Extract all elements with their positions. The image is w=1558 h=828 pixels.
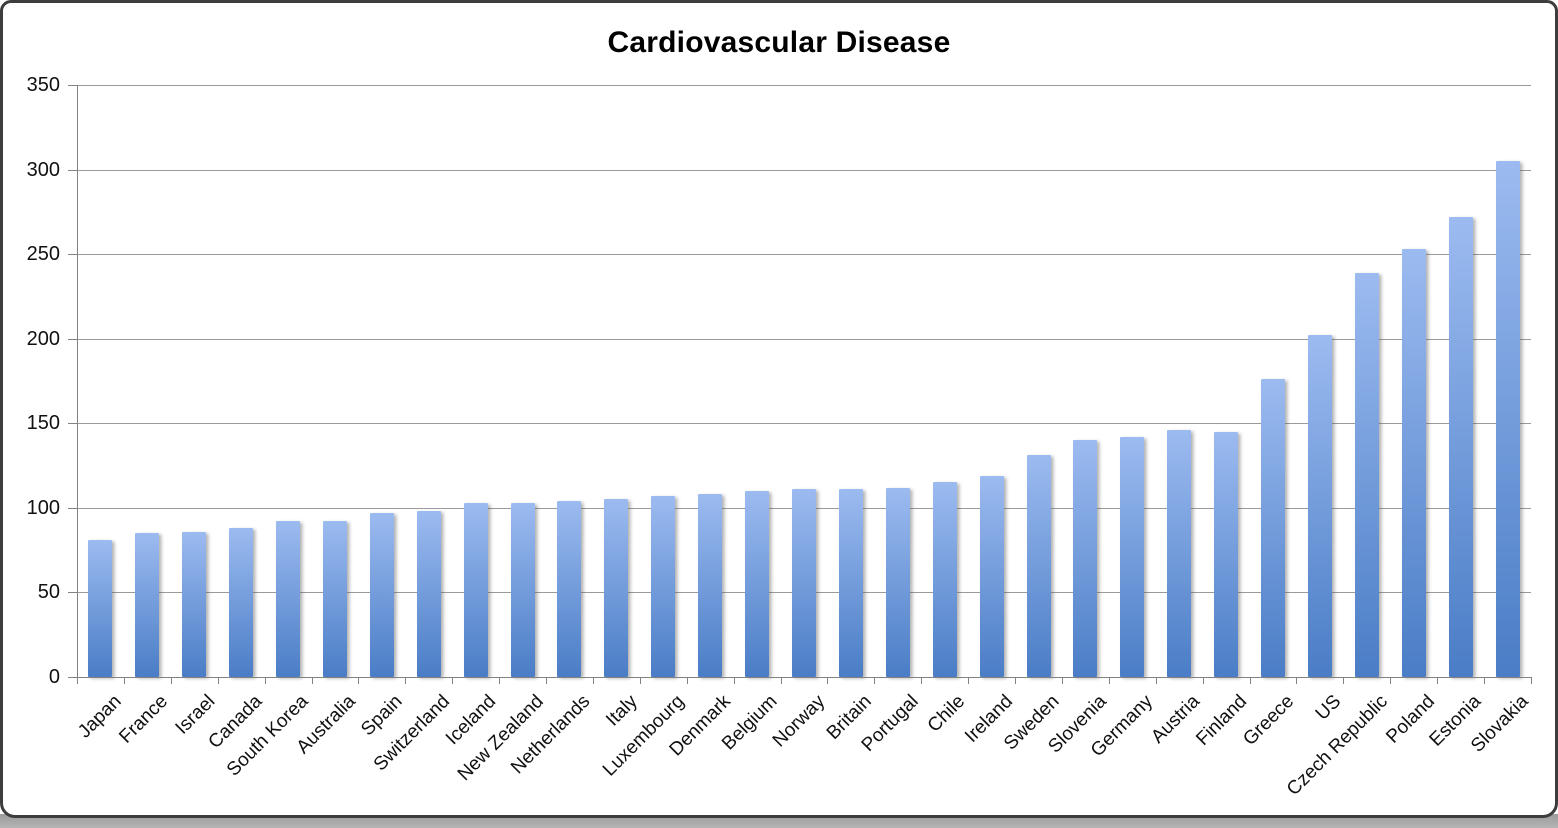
bar-south-korea xyxy=(276,521,301,677)
bar-iceland xyxy=(463,502,488,677)
x-axis-tick xyxy=(546,677,548,684)
bar-poland xyxy=(1401,249,1426,677)
x-axis-tick xyxy=(874,677,876,684)
bar-finland xyxy=(1214,431,1239,677)
x-axis-tick xyxy=(733,677,735,684)
y-axis-tick xyxy=(68,169,77,171)
bar-greece xyxy=(1261,379,1286,677)
x-axis-label: Norway xyxy=(768,691,829,752)
x-axis-tick xyxy=(827,677,829,684)
y-axis-line xyxy=(77,85,78,677)
bar-germany xyxy=(1120,436,1145,677)
chart-title: Cardiovascular Disease xyxy=(607,26,951,59)
gridline xyxy=(77,423,1531,425)
x-axis-tick xyxy=(311,677,313,684)
bar-chile xyxy=(932,482,957,677)
x-axis-tick xyxy=(170,677,172,684)
x-axis-label: Finland xyxy=(1192,691,1251,750)
y-axis-tick-label: 350 xyxy=(26,74,60,96)
x-axis-tick xyxy=(780,677,782,684)
x-axis-tick xyxy=(1484,677,1486,684)
x-axis-tick xyxy=(1437,677,1439,684)
gridline xyxy=(77,254,1531,256)
x-axis-tick xyxy=(264,677,266,684)
x-axis-label: France xyxy=(115,691,173,748)
y-axis-tick xyxy=(68,677,77,678)
bar-netherlands xyxy=(557,501,582,677)
bar-norway xyxy=(792,489,816,677)
x-axis-tick xyxy=(1108,677,1110,684)
gridline xyxy=(77,85,1531,86)
x-axis-tick xyxy=(1343,677,1345,684)
bar-israel xyxy=(182,531,207,677)
x-axis-label: Italy xyxy=(601,691,642,731)
y-axis-tick-label: 50 xyxy=(37,581,60,604)
y-axis-tick xyxy=(68,592,77,594)
x-axis-label: Greece xyxy=(1238,691,1298,750)
y-axis-tick xyxy=(68,254,77,256)
bar-italy xyxy=(604,499,629,677)
bar-new-zealand xyxy=(510,502,535,677)
x-axis-tick xyxy=(452,677,454,684)
bar-czech-republic xyxy=(1354,272,1379,677)
y-axis-tick-label: 300 xyxy=(26,158,60,181)
x-axis-tick xyxy=(405,677,407,684)
x-axis-tick xyxy=(358,677,360,684)
x-axis-tick xyxy=(77,677,78,684)
bar-austria xyxy=(1167,430,1192,677)
bar-canada xyxy=(229,528,254,677)
x-axis-tick xyxy=(123,677,125,684)
x-axis-tick xyxy=(1249,677,1251,684)
x-axis-line xyxy=(77,677,1531,678)
bar-slovenia xyxy=(1073,440,1098,677)
x-axis-tick xyxy=(499,677,501,684)
x-axis-tick xyxy=(217,677,219,684)
x-axis-tick xyxy=(921,677,923,684)
x-axis-tick xyxy=(968,677,970,684)
x-axis-tick xyxy=(1061,677,1063,684)
y-axis-tick-label: 250 xyxy=(26,243,60,266)
bar-britain xyxy=(838,489,863,677)
bar-japan xyxy=(88,539,113,677)
bar-portugal xyxy=(885,487,910,677)
x-axis-tick xyxy=(639,677,641,684)
y-axis-tick-label: 0 xyxy=(48,666,60,688)
x-axis-tick xyxy=(1531,677,1532,684)
y-axis-tick xyxy=(68,338,77,340)
y-axis-tick xyxy=(68,85,77,86)
bar-australia xyxy=(322,521,347,677)
bar-sweden xyxy=(1026,455,1051,677)
x-axis-label: US xyxy=(1311,691,1345,725)
y-axis-tick-label: 100 xyxy=(26,496,60,519)
x-axis-tick xyxy=(1390,677,1392,684)
x-axis-tick xyxy=(1202,677,1204,684)
x-axis-tick xyxy=(1155,677,1157,684)
bar-belgium xyxy=(745,490,770,677)
y-axis-tick xyxy=(68,507,77,509)
bar-us xyxy=(1307,335,1332,677)
bar-switzerland xyxy=(416,511,441,677)
bar-france xyxy=(135,533,160,677)
gridline xyxy=(77,338,1531,340)
x-axis-tick xyxy=(592,677,594,684)
y-axis-tick xyxy=(68,423,77,425)
y-axis-tick-label: 200 xyxy=(26,327,60,350)
bar-ireland xyxy=(979,475,1004,677)
x-axis-tick xyxy=(686,677,688,684)
bar-slovakia xyxy=(1495,161,1520,677)
y-axis-tick-label: 150 xyxy=(26,412,60,435)
bar-spain xyxy=(369,512,394,677)
gridline xyxy=(77,169,1531,171)
bar-luxembourg xyxy=(651,496,676,677)
bar-denmark xyxy=(698,494,723,677)
x-axis-tick xyxy=(1296,677,1298,684)
bar-estonia xyxy=(1448,216,1473,677)
x-axis-tick xyxy=(1015,677,1017,684)
